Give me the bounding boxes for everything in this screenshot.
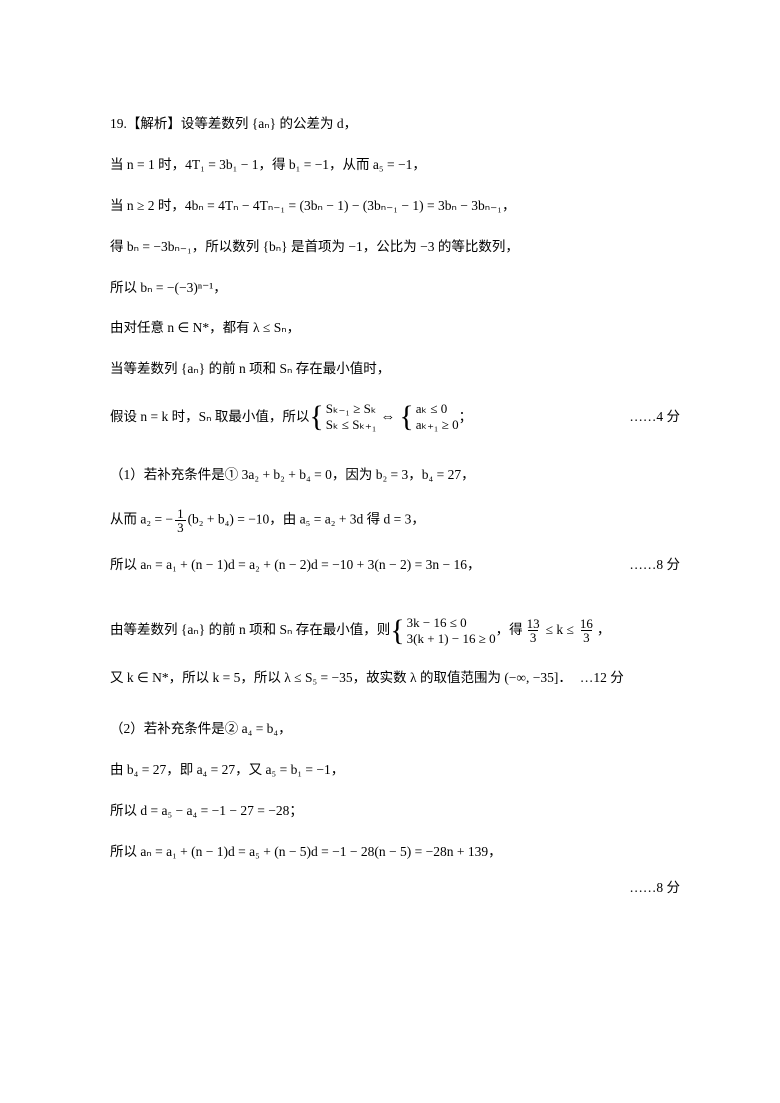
brace3-bot: 3(k + 1) − 16 ≥ 0	[407, 631, 496, 647]
line-10-pre: 从而 a₂ = −	[110, 511, 173, 526]
line-12: 由等差数列 {aₙ} 的前 n 项和 Sₙ 存在最小值，则 { 3k − 16 …	[110, 615, 680, 648]
frac-num: 13	[525, 617, 542, 630]
frac-1-3: 13	[175, 507, 186, 534]
line-12-mid: ，得	[496, 621, 523, 640]
line-13: 又 k ∈ N*，所以 k = 5，所以 λ ≤ S₅ = −35，故实数 λ …	[110, 669, 680, 688]
line-8-left: 假设 n = k 时，Sₙ 取最小值，所以	[110, 408, 309, 427]
line-2: 当 n = 1 时，4T₁ = 3b₁ − 1，得 b₁ = −1，从而 a₅ …	[110, 156, 680, 175]
line-11-main: 所以 aₙ = a₁ + (n − 1)d = a₂ + (n − 2)d = …	[110, 556, 480, 575]
brace1-top: Sₖ₋₁ ≥ Sₖ	[326, 401, 377, 417]
line-16: 所以 d = a₅ − a₄ = −1 − 27 = −28；	[110, 802, 680, 821]
line-1: 19.【解析】设等差数列 {aₙ} 的公差为 d，	[110, 115, 680, 134]
line-11: 所以 aₙ = a₁ + (n − 1)d = a₂ + (n − 2)d = …	[110, 556, 680, 575]
score-8b: ……8 分	[605, 879, 680, 898]
brace2-top: aₖ ≤ 0	[416, 401, 459, 417]
frac-den: 3	[175, 520, 186, 534]
line-12-left: 由等差数列 {aₙ} 的前 n 项和 Sₙ 存在最小值，则	[110, 621, 390, 640]
brace-block-2: { aₖ ≤ 0 aₖ₊₁ ≥ 0	[399, 401, 458, 434]
solution-page: 19.【解析】设等差数列 {aₙ} 的公差为 d， 当 n = 1 时，4T₁ …	[0, 0, 780, 980]
brace-block-3: { 3k − 16 ≤ 0 3(k + 1) − 16 ≥ 0	[390, 615, 495, 648]
line-13-main: 又 k ∈ N*，所以 k = 5，所以 λ ≤ S₅ = −35，故实数 λ …	[110, 669, 572, 688]
frac-16-3: 163	[578, 617, 595, 644]
brace2-bot: aₖ₊₁ ≥ 0	[416, 417, 459, 433]
line-12-tail: ，	[597, 621, 611, 640]
score-4: ……4 分	[605, 408, 680, 427]
line-9: （1）若补充条件是① 3a₂ + b₂ + b₄ = 0，因为 b₂ = 3，b…	[110, 466, 680, 485]
frac-den: 3	[528, 630, 539, 644]
frac-num: 16	[578, 617, 595, 630]
line-8-tail: ；	[459, 408, 473, 427]
score-8a: ……8 分	[605, 556, 680, 575]
line-10: 从而 a₂ = −13(b₂ + b₄) = −10，由 a₅ = a₂ + 3…	[110, 507, 680, 534]
line-17: 所以 aₙ = a₁ + (n − 1)d = a₅ + (n − 5)d = …	[110, 843, 680, 862]
line-5: 所以 bₙ = −(−3)ⁿ⁻¹，	[110, 279, 680, 298]
line-7: 当等差数列 {aₙ} 的前 n 项和 Sₙ 存在最小值时，	[110, 360, 680, 379]
line-8: 假设 n = k 时，Sₙ 取最小值，所以 { Sₖ₋₁ ≥ Sₖ Sₖ ≤ S…	[110, 401, 680, 434]
brace-block-1: { Sₖ₋₁ ≥ Sₖ Sₖ ≤ Sₖ₊₁	[309, 401, 376, 434]
brace1-bot: Sₖ ≤ Sₖ₊₁	[326, 417, 377, 433]
line-4: 得 bₙ = −3bₙ₋₁，所以数列 {bₙ} 是首项为 −1，公比为 −3 的…	[110, 238, 680, 257]
brace3-top: 3k − 16 ≤ 0	[407, 615, 496, 631]
line-15: 由 b₄ = 27，即 a₄ = 27，又 a₅ = b₁ = −1，	[110, 761, 680, 780]
line-14: （2）若补充条件是② a₄ = b₄，	[110, 720, 680, 739]
line-3: 当 n ≥ 2 时，4bₙ = 4Tₙ − 4Tₙ₋₁ = (3bₙ − 1) …	[110, 197, 680, 216]
line-12-between: ≤ k ≤	[546, 621, 574, 640]
iff-arrow: ⇔	[380, 407, 395, 428]
frac-den: 3	[581, 630, 592, 644]
line-18: ……8 分	[110, 879, 680, 898]
line-10-post: (b₂ + b₄) = −10，由 a₅ = a₂ + 3d 得 d = 3，	[188, 511, 425, 526]
frac-13-3: 133	[525, 617, 542, 644]
line-6: 由对任意 n ∈ N*，都有 λ ≤ Sₙ，	[110, 319, 680, 338]
score-12: …12 分	[572, 669, 624, 688]
frac-num: 1	[175, 507, 186, 520]
